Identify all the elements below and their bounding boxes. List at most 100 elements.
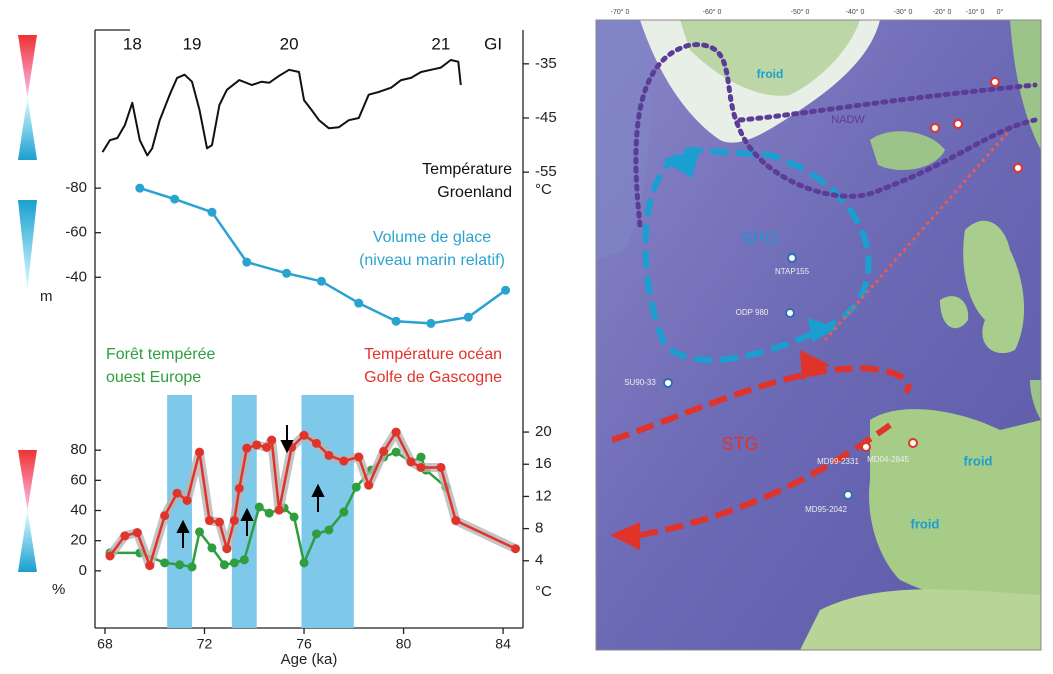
point	[290, 512, 299, 521]
y2-tick-label: 4	[535, 552, 543, 569]
point	[222, 544, 231, 553]
point	[215, 518, 224, 527]
point	[145, 561, 154, 570]
point	[324, 525, 333, 534]
point	[379, 447, 388, 456]
map: -70° 0-60° 0-50° 0-40° 0-30° 0-20° 0-10°…	[596, 8, 1041, 650]
y2-axis-label: °C	[535, 583, 552, 600]
point	[501, 286, 510, 295]
station-label: ODP 980	[736, 308, 769, 317]
point	[392, 448, 401, 457]
point	[235, 484, 244, 493]
point	[392, 428, 401, 437]
lon-label: -60° 0	[703, 8, 722, 16]
station-label: MD95-2042	[805, 505, 847, 514]
series-label: Forêt tempérée	[106, 346, 215, 363]
x-tick-label: 80	[396, 636, 412, 652]
station	[786, 309, 794, 317]
series-label: Groenland	[437, 184, 512, 201]
point	[300, 431, 309, 440]
annotation: 21	[431, 34, 450, 53]
map-label: STG	[721, 434, 758, 454]
point	[255, 503, 264, 512]
point	[339, 457, 348, 466]
y2-tick-label: 12	[535, 487, 552, 504]
x-axis-label: Age (ka)	[281, 651, 338, 668]
series-label: (niveau marin relatif)	[359, 252, 505, 269]
point	[511, 544, 520, 553]
point	[416, 453, 425, 462]
point	[267, 436, 276, 445]
point	[242, 258, 251, 267]
lon-label: -10° 0	[966, 8, 985, 16]
annotation: GI	[484, 34, 502, 53]
point	[364, 481, 373, 490]
point	[195, 448, 204, 457]
point	[451, 516, 460, 525]
map-label: froid	[757, 67, 784, 81]
map-label: SPG	[741, 229, 779, 249]
y-tick-label: 40	[70, 501, 87, 518]
x-tick-label: 76	[296, 636, 312, 652]
station	[664, 379, 672, 387]
point	[416, 463, 425, 472]
y2-tick-label: -35	[535, 55, 557, 72]
point	[133, 528, 142, 537]
series-label: ouest Europe	[106, 369, 201, 386]
y-tick-label: 80	[70, 441, 87, 458]
point	[436, 463, 445, 472]
lon-label: -70° 0	[611, 8, 630, 16]
y-tick-label: 0	[79, 562, 87, 579]
station-label: SU90-33	[624, 378, 656, 387]
point	[265, 509, 274, 518]
station	[844, 491, 852, 499]
point	[317, 277, 326, 286]
y-tick-label: -80	[65, 179, 87, 196]
point	[230, 516, 239, 525]
point	[195, 527, 204, 536]
series-label: Température océan	[364, 346, 502, 363]
station-label: MD99-2331	[817, 457, 859, 466]
y2-tick-label: 16	[535, 455, 552, 472]
station	[788, 254, 796, 262]
map-label: froid	[964, 453, 993, 468]
scale-icons	[18, 35, 37, 572]
station-label: MD04-2845	[867, 455, 909, 464]
point	[426, 319, 435, 328]
y-axis-label: %	[52, 581, 65, 598]
point	[230, 558, 239, 567]
point	[160, 558, 169, 567]
lon-label: -50° 0	[791, 8, 810, 16]
point	[240, 555, 249, 564]
point	[220, 560, 229, 569]
annotation: 18	[123, 34, 142, 53]
point	[324, 451, 333, 460]
x-tick-label: 68	[97, 636, 113, 652]
station	[862, 443, 870, 451]
point	[173, 489, 182, 498]
point	[252, 440, 261, 449]
station-label: NTAP155	[775, 267, 810, 276]
point	[464, 313, 473, 322]
point	[352, 483, 361, 492]
x-tick-label: 84	[495, 636, 511, 652]
series-label: Golfe de Gascogne	[364, 369, 502, 386]
y2-tick-label: -45	[535, 109, 557, 126]
point	[354, 453, 363, 462]
y-tick-label: -60	[65, 224, 87, 241]
station	[909, 439, 917, 447]
point	[242, 444, 251, 453]
point	[175, 560, 184, 569]
series-label: Volume de glace	[373, 229, 491, 246]
point	[339, 508, 348, 517]
x-tick-label: 72	[197, 636, 213, 652]
y2-tick-label: 20	[535, 423, 552, 440]
point	[275, 506, 284, 515]
point	[120, 531, 129, 540]
point	[392, 317, 401, 326]
y2-axis-label: °C	[535, 181, 552, 198]
point	[183, 496, 192, 505]
y2-tick-label: -55	[535, 163, 557, 180]
point	[407, 457, 416, 466]
point	[354, 299, 363, 308]
